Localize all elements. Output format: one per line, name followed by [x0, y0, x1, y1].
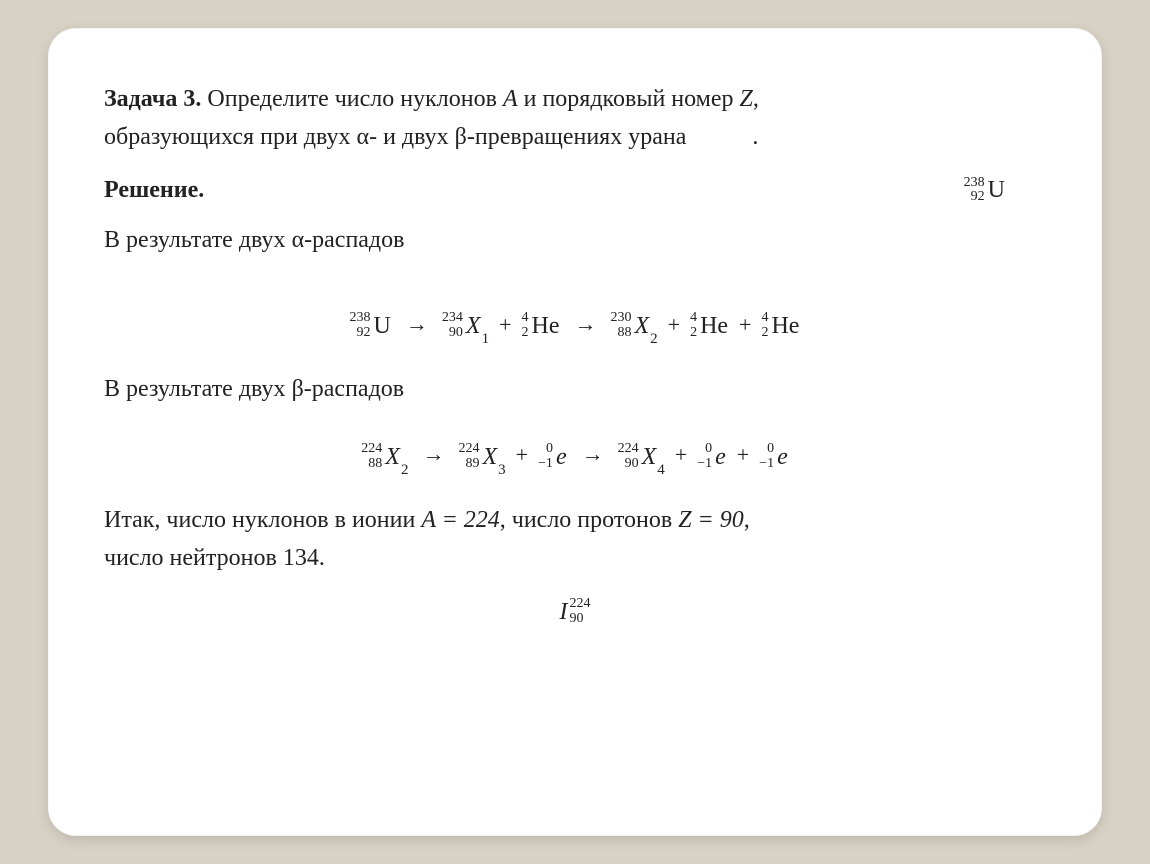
- solution-row: Решение. 238 92 U: [104, 171, 1046, 209]
- problem-text-2a: образующихся при двух: [104, 124, 357, 150]
- solution-label: Решение.: [104, 171, 1046, 209]
- answer-symbol: I: [560, 600, 568, 624]
- answer-nuclide-block: I 224 90: [104, 592, 1046, 630]
- beta-e3: 0−1 e: [759, 442, 789, 471]
- alpha-equation: 23892 U → 23490 X 1 + 42 He → 23088 X 2 …: [104, 306, 1046, 344]
- conclusion-2: число нейтронов 134.: [104, 545, 325, 571]
- alpha-suffix: -распадов: [304, 227, 404, 253]
- beta-e2: 0−1 e: [697, 442, 727, 471]
- beta-symbol: β: [455, 124, 467, 150]
- alpha-n2: 23088 X 2: [610, 311, 657, 340]
- beta-suffix: -распадов: [304, 376, 404, 402]
- beta-decay-text: В результате двух β-распадов: [104, 370, 1046, 408]
- beta-n0: 22488 X 2: [361, 442, 408, 471]
- beta-prefix: В результате двух: [104, 376, 292, 402]
- problem-text-1: Определите число нуклонов: [201, 86, 503, 112]
- problem-text-1c: ,: [753, 86, 759, 112]
- problem-text-2c: -превращениях урана: [467, 124, 686, 150]
- arrow-icon: →: [414, 436, 452, 471]
- alpha-symbol: α: [357, 124, 370, 150]
- conclusion-1c: ,: [744, 507, 750, 533]
- conclusion-a-eq: A = 224: [421, 507, 499, 533]
- var-a: A: [503, 86, 518, 112]
- plus-icon: +: [671, 437, 691, 472]
- alpha-he1: 42 He: [521, 311, 560, 340]
- alpha-decay-text: В результате двух α-распадов: [104, 221, 1046, 259]
- conclusion-1b: , число протонов: [500, 507, 678, 533]
- slide: Задача 3. Определите число нуклонов A и …: [48, 28, 1102, 836]
- plus-icon: +: [735, 307, 755, 342]
- alpha-he2: 42 He: [690, 311, 729, 340]
- arrow-icon: →: [398, 306, 436, 341]
- conclusion-z-eq: Z = 90: [678, 507, 744, 533]
- uranium-charge: 92: [971, 190, 985, 205]
- answer-mass: 224: [570, 597, 591, 612]
- beta-n1: 22489 X 3: [458, 442, 505, 471]
- arrow-icon: →: [574, 436, 612, 471]
- conclusion: Итак, число нуклонов в ионии A = 224, чи…: [104, 501, 1046, 578]
- problem-text-1b: и порядковый номер: [518, 86, 740, 112]
- alpha-n0: 23892 U: [350, 311, 392, 340]
- arrow-icon: →: [566, 306, 604, 341]
- answer-charge: 90: [570, 612, 584, 627]
- plus-icon: +: [664, 307, 684, 342]
- problem-text-2b: - и двух: [369, 124, 455, 150]
- problem-statement: Задача 3. Определите число нуклонов A и …: [104, 80, 1046, 157]
- beta-n2: 22490 X 4: [618, 442, 665, 471]
- plus-icon: +: [495, 307, 515, 342]
- beta-sym: β: [292, 376, 304, 402]
- plus-icon: +: [512, 437, 532, 472]
- beta-equation: 22488 X 2 → 22489 X 3 + 0−1 e → 22490 X …: [104, 436, 1046, 474]
- problem-label: Задача 3.: [104, 86, 201, 112]
- answer-nuclide: I 224 90: [560, 597, 591, 626]
- uranium-mass: 238: [964, 176, 985, 191]
- plus-icon: +: [733, 437, 753, 472]
- uranium-nuclide: 238 92 U: [964, 173, 1006, 205]
- alpha-n1: 23490 X 1: [442, 311, 489, 340]
- alpha-he3: 42 He: [761, 311, 800, 340]
- var-z: Z: [740, 86, 753, 112]
- alpha-prefix: В результате двух: [104, 227, 292, 253]
- conclusion-1a: Итак, число нуклонов в ионии: [104, 507, 421, 533]
- beta-e1: 0−1 e: [538, 442, 568, 471]
- uranium-symbol: U: [987, 178, 1006, 202]
- alpha-sym: α: [292, 227, 305, 253]
- problem-period: .: [752, 124, 758, 150]
